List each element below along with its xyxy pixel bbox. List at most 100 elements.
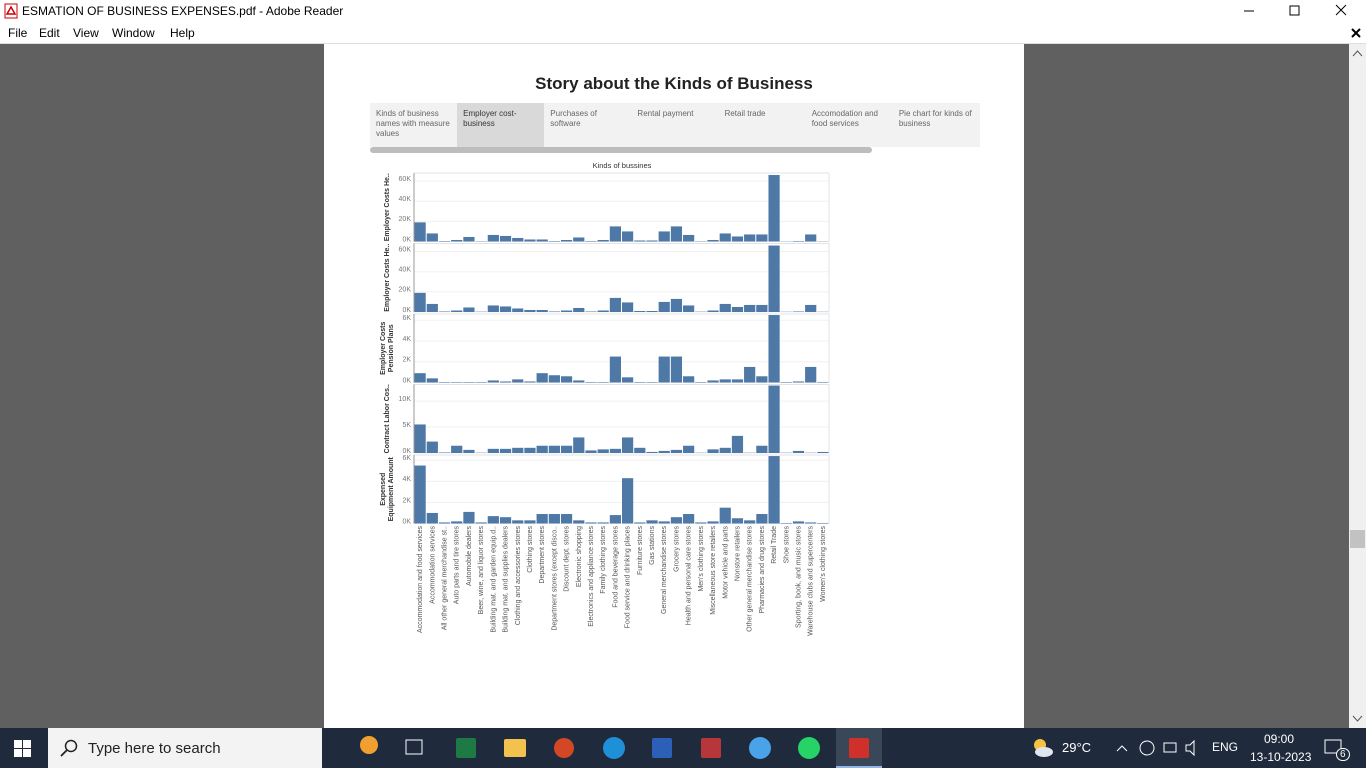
- y-tick-label: 0K: [402, 307, 411, 314]
- chart: Kinds of bussines 0K 20K 40K 60K Employer Co…: [380, 161, 830, 636]
- search-icon: [60, 739, 78, 757]
- bar: [719, 303, 731, 312]
- task-view[interactable]: [405, 739, 423, 755]
- story-tab[interactable]: Accomodation and food services: [805, 103, 893, 147]
- tab-scrollbar[interactable]: [370, 147, 872, 153]
- y-tick-label: 40K: [399, 196, 412, 203]
- story-tab[interactable]: Pie chart for kinds of business: [892, 103, 980, 147]
- access[interactable]: [701, 738, 721, 758]
- bar: [719, 507, 731, 524]
- whatsapp[interactable]: [798, 737, 820, 759]
- window-controls[interactable]: [1230, 0, 1366, 22]
- bar: [512, 447, 524, 453]
- scroll-up[interactable]: [1352, 50, 1363, 57]
- bar: [585, 311, 597, 312]
- x-tick-label: Sporting, book, and music stores: [795, 526, 802, 628]
- x-tick-label: Department stores (except disco..: [551, 526, 558, 631]
- bar: [512, 520, 524, 524]
- menu-item[interactable]: Edit: [39, 26, 60, 40]
- bar: [548, 311, 560, 312]
- bar: [536, 445, 548, 453]
- bar: [792, 381, 805, 383]
- bar: [597, 239, 609, 242]
- menu-item[interactable]: View: [73, 26, 99, 40]
- bar: [719, 233, 731, 242]
- weather-icon: [1034, 739, 1053, 757]
- bar: [670, 298, 683, 312]
- weather[interactable]: 29°C: [1062, 740, 1092, 755]
- bar: [451, 239, 463, 242]
- excel[interactable]: [456, 738, 476, 758]
- y-tick-label: 6K: [402, 315, 411, 322]
- bar: [463, 307, 475, 312]
- bar: [817, 381, 829, 383]
- story-tab[interactable]: Kinds of business names with measure val…: [370, 103, 458, 147]
- bar: [780, 381, 792, 383]
- bar: [683, 514, 695, 524]
- language[interactable]: ENG: [1212, 740, 1239, 754]
- panel-frame: [413, 384, 830, 454]
- scroll-down[interactable]: [1352, 715, 1363, 722]
- x-tick-label: Food service and drinking places: [625, 526, 632, 629]
- bar: [487, 234, 499, 242]
- powerpoint[interactable]: [554, 738, 574, 758]
- bar: [585, 522, 597, 524]
- bar: [731, 518, 744, 524]
- start-button[interactable]: [14, 740, 32, 758]
- x-tick-label: All other general merchandise st..: [442, 526, 449, 630]
- file-explorer[interactable]: [504, 739, 526, 757]
- bar: [634, 310, 646, 312]
- menu-item[interactable]: Window: [112, 26, 155, 40]
- x-tick-label: Gas stations: [649, 526, 656, 565]
- bar: [731, 236, 744, 242]
- x-tick-label: Accommodation services: [429, 526, 436, 604]
- acrobat[interactable]: [849, 738, 869, 758]
- restore[interactable]: [1289, 5, 1300, 16]
- bar: [438, 311, 451, 312]
- bar: [634, 381, 646, 383]
- bar: [658, 521, 670, 524]
- menu-bar: File Edit View Window Help: [0, 22, 1366, 44]
- search-highlight: [360, 736, 378, 754]
- notification-icon[interactable]: [1324, 738, 1346, 760]
- bar: [536, 373, 548, 383]
- vertical-scrollbar[interactable]: [1349, 44, 1366, 728]
- menu-item[interactable]: Help: [170, 26, 195, 40]
- y-axis-title: Employer Costs: [380, 321, 387, 374]
- search-box[interactable]: Type here to search: [48, 728, 322, 768]
- close-document[interactable]: [1350, 27, 1362, 39]
- bar: [622, 377, 634, 383]
- bar: [438, 240, 451, 242]
- story-tab[interactable]: Employer cost-business: [457, 103, 545, 147]
- bar: [548, 240, 560, 242]
- bar: [634, 447, 646, 453]
- y-tick-label: 6K: [402, 455, 411, 462]
- bar: [805, 304, 817, 312]
- x-tick-label: Auto parts and tire stores: [454, 526, 461, 605]
- bar: [573, 237, 585, 242]
- notification-count[interactable]: 6: [1336, 748, 1350, 761]
- menu-item[interactable]: File: [8, 26, 28, 40]
- bar: [805, 522, 817, 524]
- story-tab[interactable]: Rental payment: [631, 103, 719, 147]
- story-tab[interactable]: Retail trade: [718, 103, 806, 147]
- word[interactable]: [652, 738, 672, 758]
- system-tray[interactable]: [1114, 738, 1210, 758]
- app[interactable]: [749, 737, 771, 759]
- story-tab[interactable]: Purchases of software: [544, 103, 632, 147]
- bar: [414, 424, 426, 453]
- bar: [438, 522, 451, 524]
- clock-date[interactable]: 13-10-2023: [1250, 750, 1312, 764]
- scroll-thumb[interactable]: [1350, 530, 1365, 548]
- close[interactable]: [1335, 4, 1347, 16]
- panel-frame: [413, 454, 830, 524]
- bar: [499, 306, 512, 312]
- clock-time[interactable]: 09:00: [1264, 732, 1295, 746]
- bar: [585, 450, 597, 453]
- bar: [658, 356, 670, 383]
- bar: [683, 305, 695, 312]
- edge[interactable]: [603, 737, 625, 759]
- bar: [719, 379, 731, 383]
- bar: [414, 292, 426, 312]
- active-indicator: [836, 766, 882, 768]
